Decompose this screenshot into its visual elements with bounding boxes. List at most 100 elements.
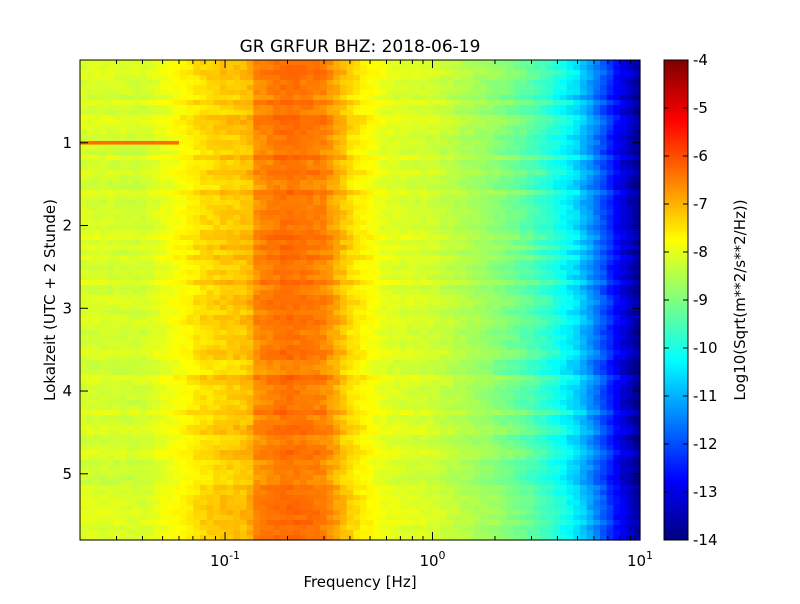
- heatmap-cell: [166, 180, 174, 186]
- heatmap-cell: [226, 95, 234, 101]
- heatmap-cell: [246, 260, 254, 266]
- heatmap-cell: [406, 215, 414, 221]
- heatmap-cell: [433, 310, 441, 316]
- heatmap-cell: [293, 170, 301, 176]
- heatmap-cell: [146, 340, 154, 346]
- heatmap-cell: [146, 240, 154, 246]
- heatmap-cell: [506, 345, 514, 351]
- heatmap-cell: [513, 250, 521, 256]
- heatmap-cell: [533, 115, 541, 121]
- heatmap-cell: [546, 235, 554, 241]
- heatmap-cell: [413, 200, 421, 206]
- heatmap-cell: [613, 140, 621, 146]
- heatmap-cell: [346, 80, 354, 86]
- heatmap-cell: [320, 275, 328, 281]
- heatmap-cell: [193, 320, 201, 326]
- heatmap-cell: [113, 195, 121, 201]
- heatmap-cell: [253, 175, 261, 181]
- heatmap-cell: [473, 200, 481, 206]
- heatmap-cell: [346, 315, 354, 321]
- heatmap-cell: [506, 335, 514, 341]
- heatmap-cell: [620, 125, 628, 131]
- heatmap-cell: [140, 60, 148, 66]
- heatmap-cell: [140, 340, 148, 346]
- heatmap-cell: [413, 100, 421, 106]
- heatmap-cell: [120, 105, 128, 111]
- heatmap-cell: [400, 265, 408, 271]
- heatmap-cell: [620, 265, 628, 271]
- heatmap-cell: [380, 320, 388, 326]
- heatmap-cell: [120, 320, 128, 326]
- heatmap-cell: [113, 295, 121, 301]
- heatmap-cell: [280, 155, 288, 161]
- heatmap-cell: [520, 105, 528, 111]
- heatmap-cell: [286, 240, 294, 246]
- heatmap-cell: [580, 140, 588, 146]
- heatmap-cell: [340, 250, 348, 256]
- heatmap-cell: [80, 155, 88, 161]
- heatmap-cell: [200, 210, 208, 216]
- heatmap-cell: [606, 265, 614, 271]
- heatmap-cell: [406, 320, 414, 326]
- heatmap-cell: [606, 140, 614, 146]
- heatmap-cell: [326, 170, 334, 176]
- heatmap-cell: [360, 75, 368, 81]
- heatmap-cell: [173, 225, 181, 231]
- heatmap-cell: [626, 180, 634, 186]
- heatmap-cell: [526, 195, 534, 201]
- heatmap-cell: [200, 355, 208, 361]
- heatmap-cell: [353, 225, 361, 231]
- heatmap-cell: [393, 295, 401, 301]
- heatmap-cell: [400, 60, 408, 66]
- heatmap-cell: [566, 175, 574, 181]
- heatmap-cell: [366, 195, 374, 201]
- heatmap-cell: [600, 130, 608, 136]
- heatmap-cell: [146, 80, 154, 86]
- heatmap-cell: [380, 325, 388, 331]
- heatmap-cell: [86, 175, 94, 181]
- heatmap-cell: [146, 130, 154, 136]
- heatmap-cell: [466, 335, 474, 341]
- heatmap-cell: [220, 230, 228, 236]
- heatmap-cell: [80, 265, 88, 271]
- heatmap-cell: [593, 210, 601, 216]
- heatmap-cell: [333, 150, 341, 156]
- heatmap-cell: [133, 340, 141, 346]
- heatmap-cell: [313, 200, 321, 206]
- heatmap-cell: [566, 315, 574, 321]
- heatmap-cell: [373, 100, 381, 106]
- heatmap-cell: [253, 190, 261, 196]
- heatmap-cell: [466, 295, 474, 301]
- heatmap-cell: [446, 340, 454, 346]
- heatmap-cell: [446, 100, 454, 106]
- heatmap-cell: [206, 225, 214, 231]
- heatmap-cell: [146, 185, 154, 191]
- heatmap-cell: [220, 90, 228, 96]
- heatmap-cell: [480, 300, 488, 306]
- heatmap-cell: [400, 150, 408, 156]
- heatmap-cell: [473, 210, 481, 216]
- heatmap-cell: [440, 190, 448, 196]
- heatmap-cell: [340, 205, 348, 211]
- heatmap-cell: [153, 85, 161, 91]
- heatmap-cell: [386, 140, 394, 146]
- heatmap-cell: [120, 150, 128, 156]
- heatmap-cell: [460, 240, 468, 246]
- heatmap-cell: [633, 320, 641, 326]
- heatmap-cell: [506, 330, 514, 336]
- heatmap-cell: [353, 265, 361, 271]
- heatmap-cell: [526, 175, 534, 181]
- heatmap-cell: [586, 265, 594, 271]
- heatmap-cell: [113, 120, 121, 126]
- heatmap-cell: [440, 270, 448, 276]
- heatmap-cell: [153, 330, 161, 336]
- heatmap-cell: [433, 225, 441, 231]
- heatmap-cell: [453, 80, 461, 86]
- heatmap-cell: [93, 290, 101, 296]
- heatmap-cell: [426, 160, 434, 166]
- heatmap-cell: [306, 140, 314, 146]
- heatmap-cell: [426, 70, 434, 76]
- heatmap-cell: [633, 75, 641, 81]
- heatmap-cell: [466, 340, 474, 346]
- heatmap-cell: [340, 65, 348, 71]
